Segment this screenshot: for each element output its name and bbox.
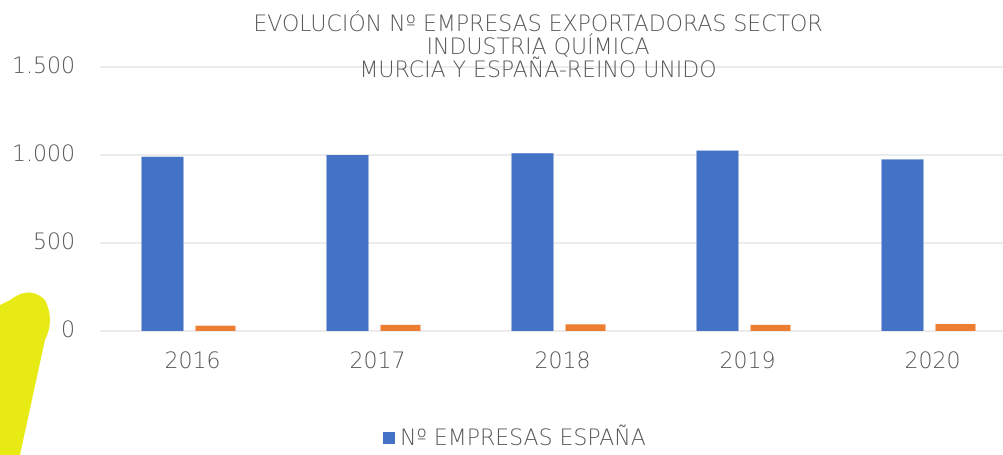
decoration [0, 292, 50, 455]
bar [881, 159, 924, 331]
x-tick-label: 2016 [165, 349, 221, 374]
bar [565, 324, 606, 331]
chart-title: MURCIA Y ESPAÑA-REINO UNIDO [359, 57, 716, 83]
x-tick-label: 2017 [350, 349, 406, 374]
chart-title: EVOLUCIÓN Nº EMPRESAS EXPORTADORAS SECTO… [253, 11, 822, 37]
bar [380, 324, 421, 331]
x-tick-label: 2019 [720, 349, 776, 374]
bar [696, 150, 739, 331]
y-tick-label: 0 [61, 318, 75, 343]
y-tick-label: 1.500 [12, 54, 75, 79]
bar [141, 156, 184, 331]
y-tick-label: 1.000 [12, 142, 75, 167]
bar [935, 323, 976, 331]
legend-label: Nº EMPRESAS ESPAÑA [400, 425, 646, 451]
legend-swatch [383, 432, 395, 444]
chart-title: INDUSTRIA QUÍMICA [427, 34, 650, 60]
x-tick-label: 2018 [535, 349, 591, 374]
bar [750, 324, 791, 331]
x-tick-label: 2020 [905, 349, 961, 374]
y-tick-label: 500 [33, 230, 75, 255]
bar [195, 325, 236, 331]
bar [511, 153, 554, 331]
bar [326, 155, 369, 331]
